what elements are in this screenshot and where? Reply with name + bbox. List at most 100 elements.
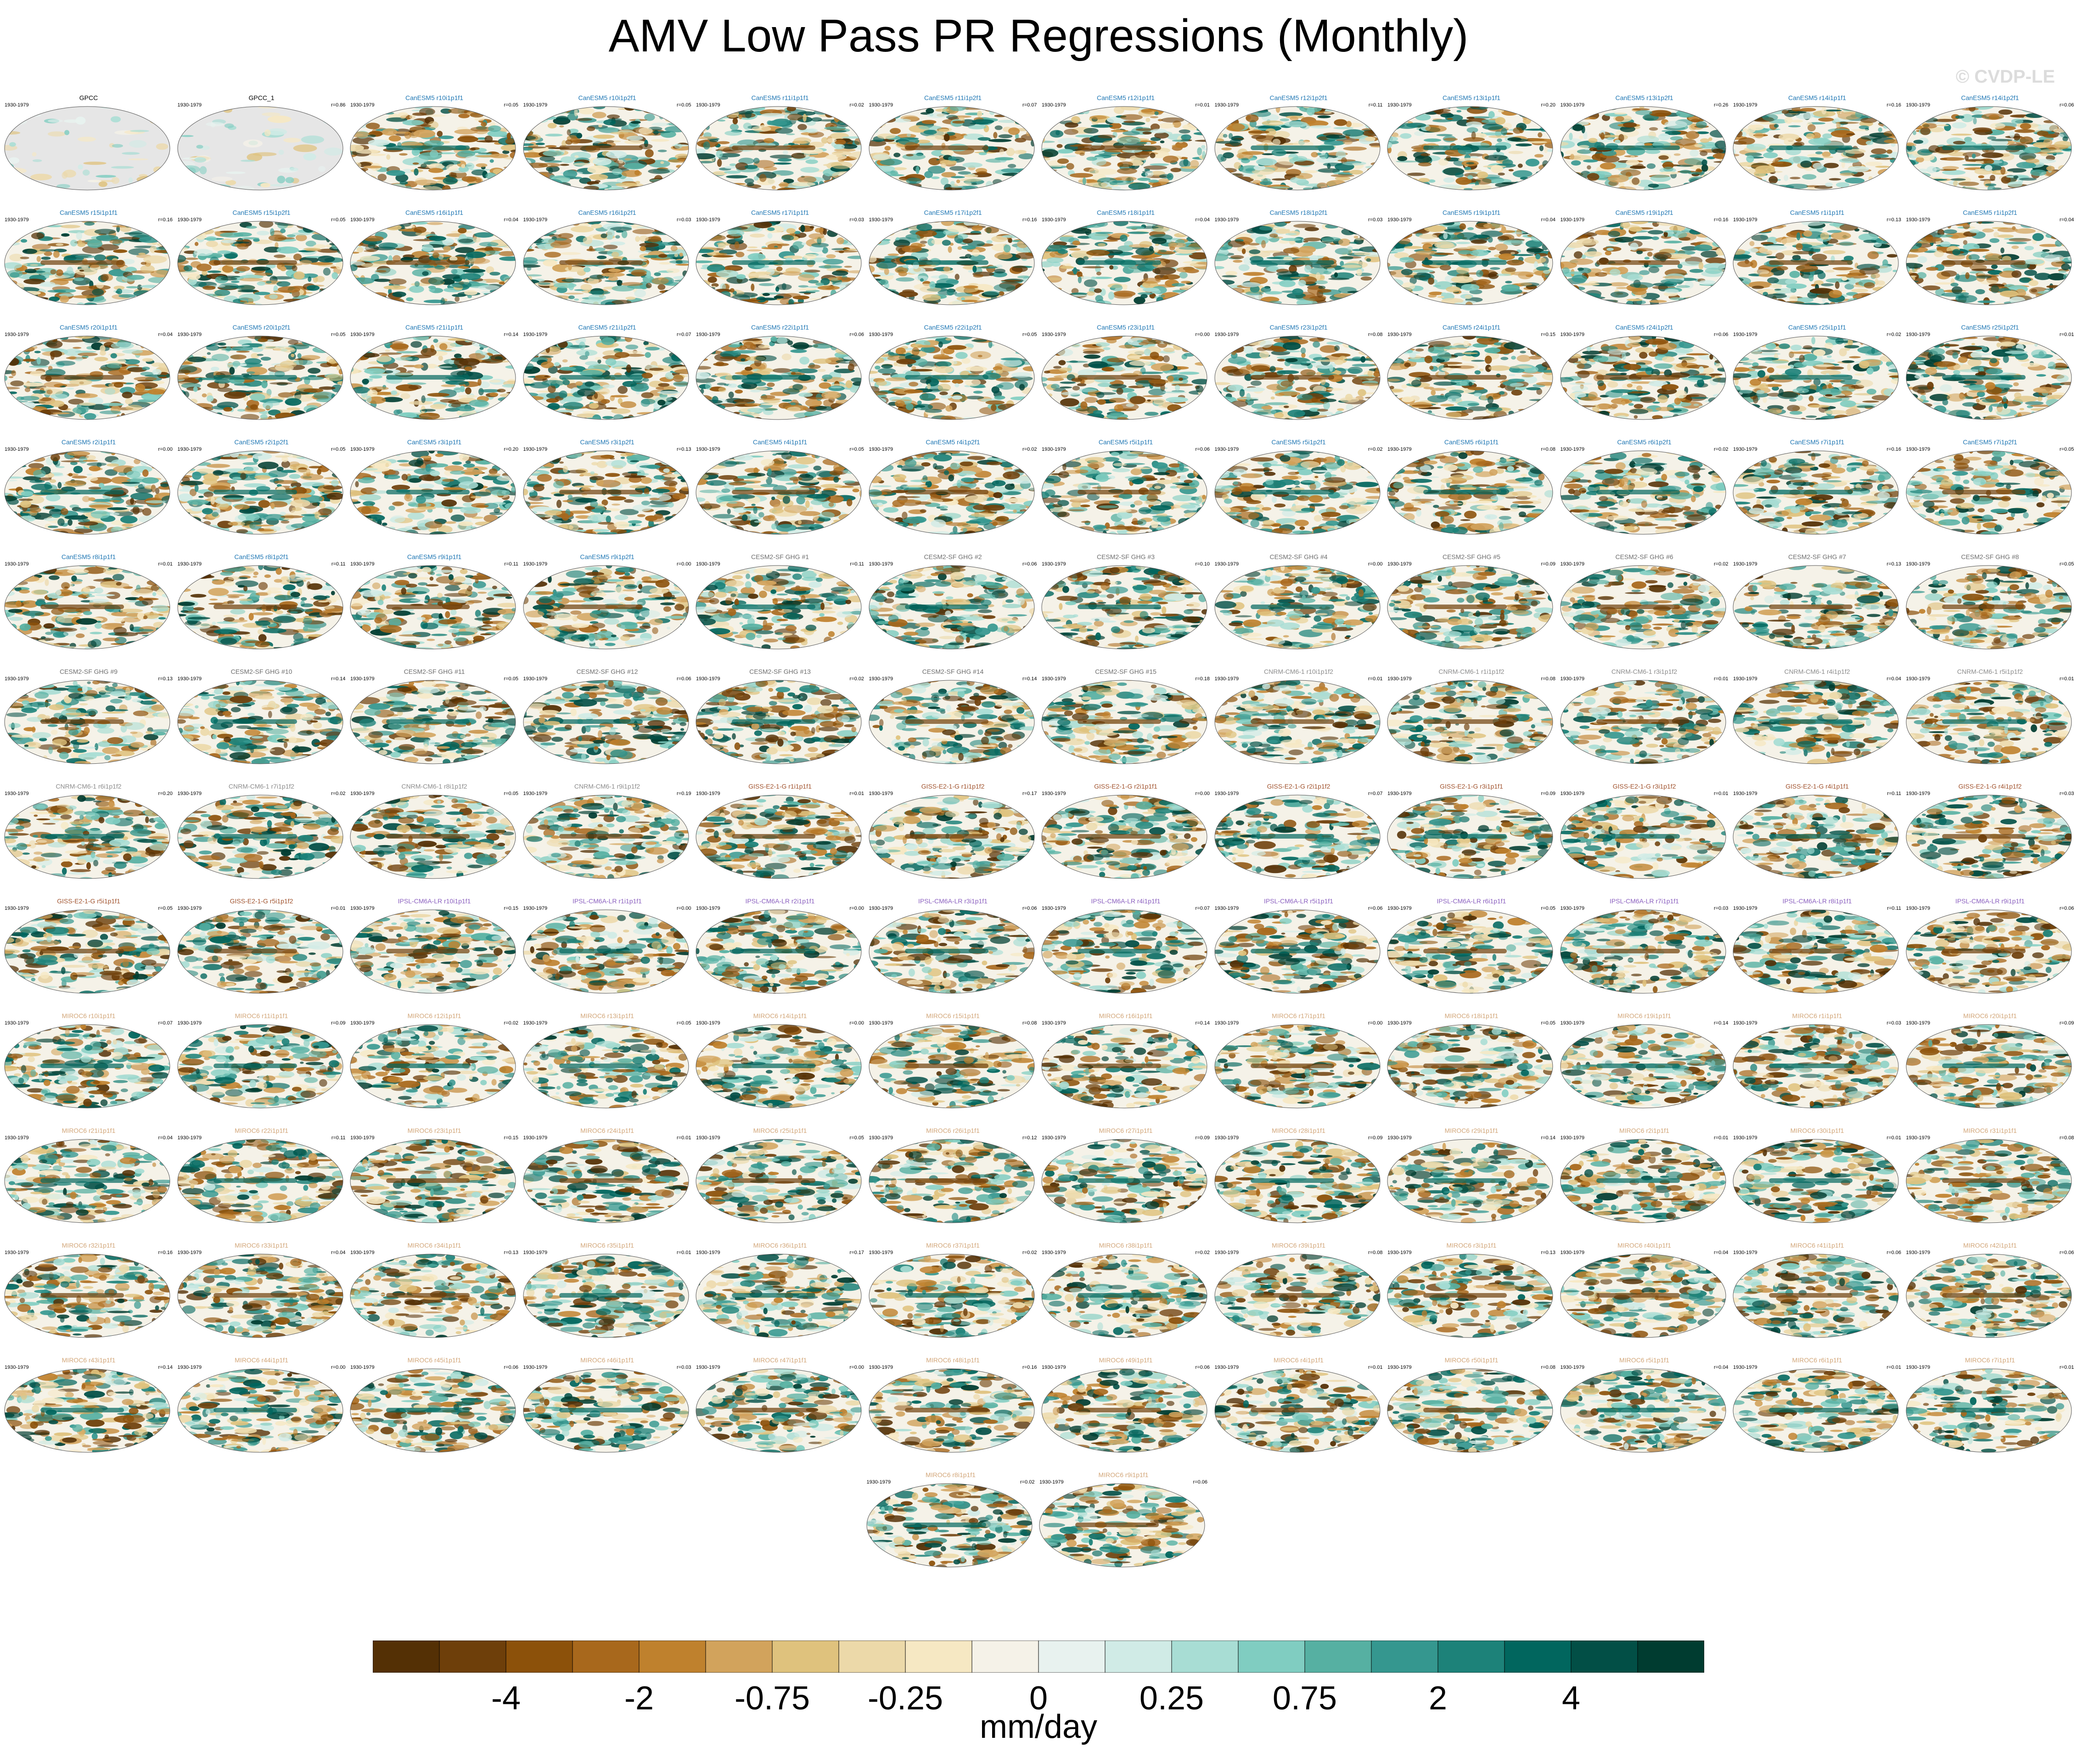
anomaly-blob: [1245, 114, 1258, 123]
anomaly-blob: [368, 243, 376, 248]
anomaly-blob: [1981, 113, 2004, 120]
anomaly-blob: [1042, 287, 1062, 291]
anomaly-blob: [1572, 124, 1583, 131]
anomaly-blob: [2046, 166, 2055, 171]
anomaly-blob: [1583, 131, 1588, 140]
anomaly-blob: [1177, 180, 1186, 188]
anomaly-blob: [1822, 156, 1834, 158]
anomaly-blob: [1948, 185, 1958, 190]
anomaly-blob: [388, 135, 401, 142]
anomaly-blob: [128, 158, 149, 161]
anomaly-blob: [315, 276, 325, 282]
anomaly-blob: [1360, 276, 1372, 281]
anomaly-blob: [679, 221, 689, 223]
anomaly-blob: [752, 126, 771, 132]
anomaly-blob: [1229, 185, 1234, 189]
anomaly-blob: [1090, 276, 1096, 280]
anomaly-blob: [67, 266, 73, 274]
map-svg: [696, 106, 862, 190]
anomaly-blob: [1600, 162, 1616, 170]
anomaly-blob: [712, 223, 733, 226]
map-outline: [1214, 106, 1380, 190]
anomaly-blob: [653, 108, 662, 113]
anomaly-blob: [1342, 129, 1364, 137]
anomaly-blob: [1668, 188, 1675, 190]
anomaly-blob: [842, 106, 853, 112]
anomaly-blob: [1357, 108, 1375, 112]
anomaly-blob: [874, 238, 881, 244]
anomaly-blob: [730, 288, 735, 293]
anomaly-blob: [76, 232, 83, 240]
anomaly-blob: [1906, 181, 1914, 188]
anomaly-blob: [530, 172, 549, 174]
anomaly-blob: [124, 232, 143, 235]
anomaly-blob: [1249, 249, 1260, 254]
anomaly-blob: [657, 284, 665, 290]
anomaly-blob: [685, 168, 689, 175]
anomaly-blob: [1086, 250, 1110, 256]
anomaly-blob: [763, 138, 775, 143]
anomaly-blob: [157, 222, 170, 226]
anomaly-blob: [842, 116, 861, 120]
anomaly-blob: [1754, 132, 1764, 139]
anomaly-blob: [1664, 120, 1687, 129]
anomaly-blob: [1028, 111, 1034, 114]
anomaly-blob: [64, 130, 70, 135]
anomaly-blob: [1878, 127, 1882, 132]
anomaly-blob: [1586, 108, 1595, 113]
anomaly-blob: [1094, 288, 1102, 293]
anomaly-blob: [1718, 168, 1726, 175]
panel-correlation: r=0.86: [331, 102, 346, 108]
anomaly-blob: [1544, 146, 1548, 153]
anomaly-blob: [283, 138, 301, 143]
anomaly-blob: [448, 108, 467, 114]
anomaly-blob: [355, 174, 376, 182]
anomaly-blob: [1762, 114, 1778, 121]
anomaly-blob: [573, 162, 591, 166]
anomaly-blob: [1952, 122, 1966, 129]
anomaly-blob: [1822, 133, 1832, 139]
anomaly-blob: [1058, 225, 1062, 231]
anomaly-blob: [390, 106, 399, 110]
anomaly-blob: [1150, 163, 1169, 166]
equatorial-band: [559, 146, 643, 150]
anomaly-blob: [1502, 159, 1513, 166]
anomaly-blob: [1534, 154, 1544, 158]
anomaly-blob: [561, 278, 585, 283]
anomaly-blob: [1223, 152, 1234, 158]
anomaly-blob: [1221, 297, 1231, 304]
anomaly-blob: [636, 226, 655, 229]
anomaly-blob: [432, 252, 440, 258]
anomaly-blob: [1025, 111, 1031, 118]
anomaly-blob: [717, 159, 722, 167]
anomaly-blob: [971, 249, 980, 257]
anomaly-blob: [1632, 108, 1650, 111]
anomaly-blob: [1879, 121, 1891, 124]
anomaly-blob: [1095, 264, 1101, 273]
anomaly-blob: [839, 186, 861, 189]
anomaly-blob: [56, 184, 70, 189]
anomaly-blob: [803, 221, 823, 224]
anomaly-blob: [268, 235, 286, 241]
anomaly-blob: [1046, 257, 1064, 263]
map-outline: [696, 106, 862, 190]
anomaly-blob: [421, 124, 431, 128]
anomaly-blob: [724, 221, 749, 226]
anomaly-blob: [854, 137, 861, 146]
anomaly-blob: [1508, 169, 1514, 172]
anomaly-blob: [1688, 176, 1707, 185]
anomaly-blob: [550, 241, 571, 248]
anomaly-blob: [280, 229, 286, 233]
anomaly-blob: [573, 108, 578, 117]
anomaly-blob: [1150, 116, 1159, 118]
anomaly-blob: [353, 174, 365, 180]
anomaly-blob: [273, 254, 286, 258]
panel-title: CanESM5 r10i1p1f1: [349, 94, 519, 101]
equatorial-band: [386, 146, 470, 150]
anomaly-blob: [1020, 221, 1030, 226]
anomaly-blob: [193, 249, 213, 256]
anomaly-blob: [611, 300, 631, 305]
anomaly-blob: [1614, 149, 1625, 156]
anomaly-blob: [1695, 131, 1709, 134]
anomaly-blob: [2043, 120, 2055, 123]
